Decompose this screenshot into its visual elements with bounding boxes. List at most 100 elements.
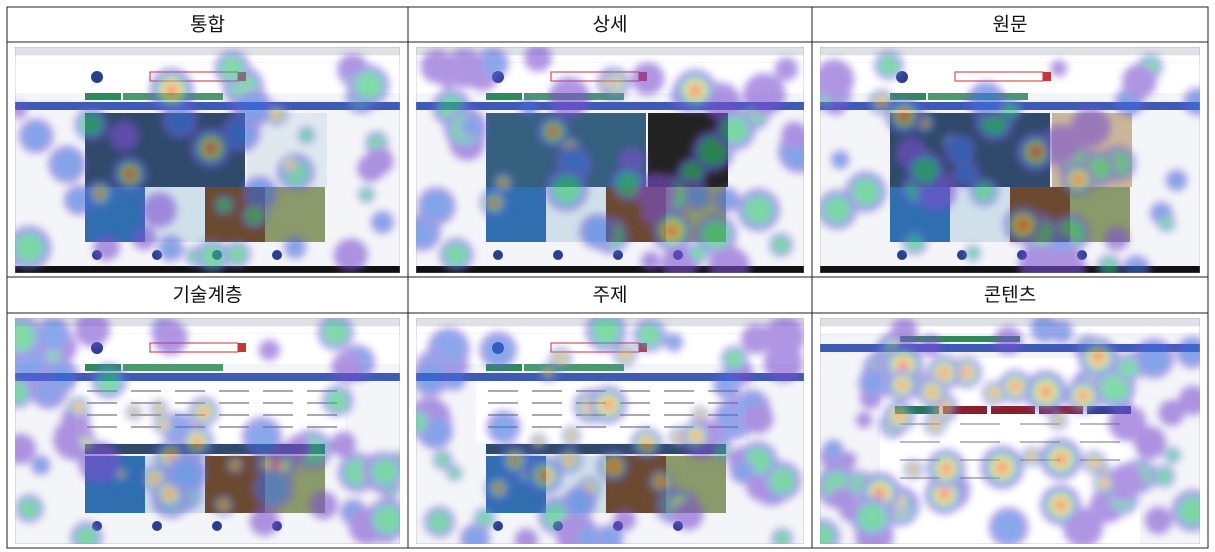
heat-blob xyxy=(601,398,614,411)
heat-blob xyxy=(249,506,280,536)
heat-blob xyxy=(1100,479,1108,487)
menu-line xyxy=(219,414,249,416)
heat-blob xyxy=(369,135,385,151)
heat-blob xyxy=(1091,351,1105,365)
header-cell xyxy=(6,6,409,43)
heat-blob xyxy=(879,55,899,76)
browser-tabs xyxy=(15,318,400,326)
heat-blob xyxy=(32,457,49,474)
heat-blob xyxy=(220,501,228,509)
taskbar xyxy=(820,266,1200,273)
blue-band xyxy=(486,444,726,454)
menu-line xyxy=(664,390,694,392)
heat-blob xyxy=(309,491,338,520)
heat-blob xyxy=(631,62,665,96)
logo xyxy=(91,71,103,83)
menu-line xyxy=(532,414,562,416)
menu-line xyxy=(263,402,293,404)
heat-blob xyxy=(994,326,1023,355)
heat-blob xyxy=(1038,384,1053,399)
menu-line xyxy=(488,402,518,404)
heat-blob xyxy=(763,342,804,383)
menu-line xyxy=(307,390,337,392)
service-icon xyxy=(152,521,162,531)
list-line xyxy=(960,441,1000,443)
heat-blob xyxy=(820,59,855,100)
heat-blob xyxy=(897,379,908,390)
heat-blob xyxy=(716,189,738,211)
heat-blob xyxy=(721,116,749,144)
screenshot xyxy=(15,318,400,544)
header-cell xyxy=(407,276,813,314)
content-tab xyxy=(943,406,987,414)
heat-blob xyxy=(974,182,994,202)
service-icon xyxy=(897,250,907,260)
heat-blob xyxy=(912,157,938,183)
heat-blob xyxy=(19,499,39,518)
nav-green xyxy=(486,93,522,100)
heat-blob xyxy=(232,461,239,469)
heat-blob xyxy=(477,511,492,526)
heat-blob xyxy=(355,71,383,99)
heat-blob xyxy=(990,389,999,398)
heat-blob xyxy=(840,451,857,468)
header-label: 주제 xyxy=(593,284,628,306)
heat-blob xyxy=(244,179,275,209)
heat-blob xyxy=(153,320,188,355)
heat-blob xyxy=(769,467,795,494)
menu-line xyxy=(620,402,650,404)
nav-blue xyxy=(416,373,804,381)
menu-line xyxy=(87,426,117,428)
heat-blob xyxy=(489,198,500,208)
heat-blob xyxy=(725,350,744,369)
heat-blob xyxy=(1077,390,1090,402)
menu-line xyxy=(620,414,650,416)
menu-line xyxy=(620,390,650,392)
service-icon xyxy=(212,521,222,531)
heat-blob xyxy=(744,195,773,225)
heat-blob xyxy=(858,503,887,532)
heat-blob xyxy=(1101,258,1117,273)
list-line xyxy=(1080,441,1120,443)
service-icon xyxy=(493,521,503,531)
heat-blob xyxy=(420,49,455,84)
header-label: 통합 xyxy=(190,14,225,36)
heat-blob xyxy=(245,206,264,225)
screenshot xyxy=(820,318,1200,544)
service-icon xyxy=(553,250,563,260)
menu-line xyxy=(664,414,694,416)
heat-blob xyxy=(1032,318,1056,340)
heat-blob xyxy=(333,238,368,273)
heat-blob xyxy=(21,121,51,151)
heat-blob xyxy=(1001,101,1018,118)
header-cell xyxy=(6,276,409,314)
nav-items xyxy=(524,364,624,371)
heat-blob xyxy=(743,73,786,116)
heat-blob xyxy=(577,526,600,544)
heat-blob xyxy=(15,233,44,263)
menu-line xyxy=(664,402,694,404)
heat-blob xyxy=(204,141,218,155)
heat-blob xyxy=(46,361,76,391)
heat-blob xyxy=(824,441,842,459)
heat-blob xyxy=(76,526,98,544)
heat-blob xyxy=(827,98,845,116)
heat-blob xyxy=(15,102,28,119)
menu-line xyxy=(87,414,117,416)
heat-blob xyxy=(1104,226,1130,251)
heat-blob xyxy=(939,462,953,475)
heat-blob xyxy=(548,126,559,137)
menu-line xyxy=(219,426,249,428)
heat-blob xyxy=(967,247,979,259)
heat-blob xyxy=(97,369,121,393)
heat-blob xyxy=(938,488,951,501)
heat-blob xyxy=(1160,217,1173,229)
heat-blob xyxy=(75,403,83,411)
heat-blob xyxy=(938,367,950,379)
heat-blob xyxy=(228,245,247,263)
heat-blob xyxy=(245,420,279,454)
heat-blob xyxy=(715,445,728,457)
heat-blob xyxy=(1049,249,1087,273)
heat-blob xyxy=(258,339,280,361)
heat-blob xyxy=(237,92,268,122)
